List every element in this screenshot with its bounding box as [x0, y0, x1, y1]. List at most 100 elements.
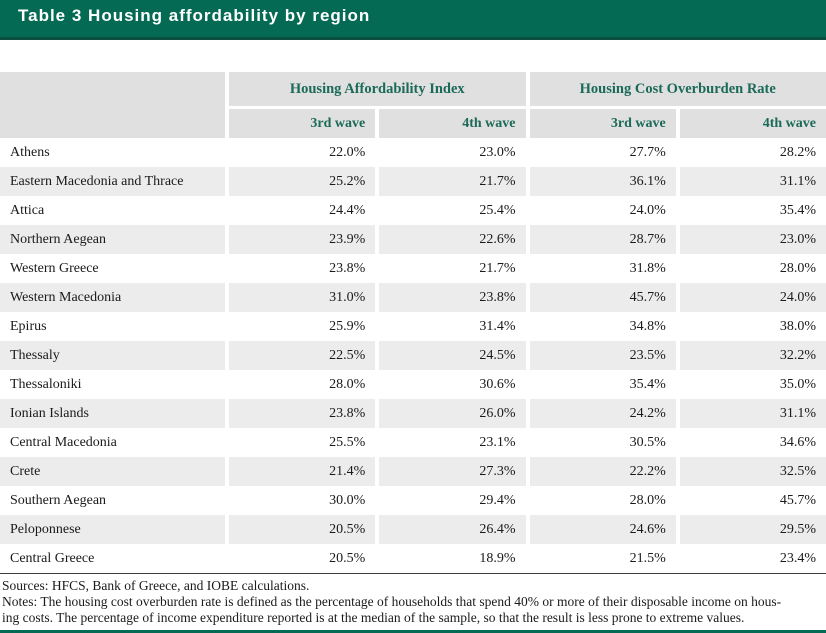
table-body: Athens 22.0% 23.0% 27.7% 28.2% Eastern M…: [0, 138, 826, 573]
group-header-affordability: Housing Affordability Index: [229, 72, 526, 106]
value-cell: 24.2%: [529, 399, 676, 428]
value-cell: 26.0%: [379, 399, 526, 428]
value-cell: 24.5%: [379, 341, 526, 370]
value-cell: 18.9%: [479, 550, 516, 566]
region-cell: Southern Aegean: [10, 492, 107, 508]
table-row: Central Greece 20.5% 18.9% 21.5% 23.4%: [0, 544, 826, 573]
region-cell: Thessaly: [0, 341, 225, 370]
value-cell: 34.6%: [779, 434, 816, 450]
title-bar: Table 3 Housing affordability by region: [0, 0, 826, 40]
corner-cell: [0, 72, 225, 138]
table-row: Crete 21.4% 27.3% 22.2% 32.5%: [0, 457, 826, 486]
table-row: Eastern Macedonia and Thrace 25.2% 21.7%…: [0, 167, 826, 196]
value-cell: 28.0%: [329, 376, 366, 392]
value-cell: 25.5%: [329, 434, 366, 450]
value-cell: 31.8%: [629, 260, 666, 276]
value-cell: 35.4%: [629, 376, 666, 392]
value-cell: 30.0%: [329, 492, 366, 508]
value-cell: 30.6%: [479, 376, 516, 392]
value-cell: 22.6%: [379, 225, 526, 254]
table-row: Athens 22.0% 23.0% 27.7% 28.2%: [0, 138, 826, 167]
value-cell: 34.8%: [629, 318, 666, 334]
value-cell: 25.4%: [479, 202, 516, 218]
sources-text: Sources: HFCS, Bank of Greece, and IOBE …: [2, 578, 310, 593]
value-cell: 24.6%: [529, 515, 676, 544]
region-cell: Crete: [0, 457, 225, 486]
data-table: Housing Affordability Index Housing Cost…: [0, 72, 826, 573]
value-cell: 21.4%: [229, 457, 376, 486]
value-cell: 31.1%: [679, 399, 826, 428]
value-cell: 23.1%: [479, 434, 516, 450]
value-cell: 23.4%: [779, 550, 816, 566]
value-cell: 23.8%: [329, 260, 366, 276]
value-cell: 23.9%: [229, 225, 376, 254]
value-cell: 23.8%: [379, 283, 526, 312]
value-cell: 28.0%: [629, 492, 666, 508]
bottom-green-rule: [0, 630, 826, 633]
value-cell: 26.4%: [379, 515, 526, 544]
value-cell: 27.7%: [629, 144, 666, 160]
value-cell: 36.1%: [529, 167, 676, 196]
value-cell: 27.3%: [379, 457, 526, 486]
value-cell: 32.5%: [679, 457, 826, 486]
table-row: Northern Aegean 23.9% 22.6% 28.7% 23.0%: [0, 225, 826, 254]
value-cell: 38.0%: [779, 318, 816, 334]
value-cell: 23.5%: [529, 341, 676, 370]
table-row: Central Macedonia 25.5% 23.1% 30.5% 34.6…: [0, 428, 826, 457]
value-cell: 30.5%: [629, 434, 666, 450]
region-cell: Attica: [10, 202, 45, 218]
subheader-hai-4th-wave: 4th wave: [379, 109, 526, 138]
value-cell: 35.4%: [779, 202, 816, 218]
value-cell: 29.5%: [679, 515, 826, 544]
region-cell: Central Macedonia: [10, 434, 117, 450]
region-cell: Eastern Macedonia and Thrace: [0, 167, 225, 196]
value-cell: 21.7%: [479, 260, 516, 276]
value-cell: 21.5%: [629, 550, 666, 566]
value-cell: 24.4%: [329, 202, 366, 218]
value-cell: 21.7%: [379, 167, 526, 196]
notes-text-line2: ing costs. The percentage of income expe…: [2, 609, 745, 625]
table-row: Ionian Islands 23.8% 26.0% 24.2% 31.1%: [0, 399, 826, 428]
value-cell: 25.2%: [229, 167, 376, 196]
value-cell: 23.8%: [229, 399, 376, 428]
value-cell: 24.0%: [629, 202, 666, 218]
subheader-hcor-3rd-wave: 3rd wave: [529, 109, 676, 138]
value-cell: 28.0%: [779, 260, 816, 276]
region-cell: Ionian Islands: [0, 399, 225, 428]
value-cell: 31.1%: [679, 167, 826, 196]
value-cell: 20.5%: [329, 550, 366, 566]
table-header: Housing Affordability Index Housing Cost…: [0, 72, 826, 138]
value-cell: 28.7%: [529, 225, 676, 254]
region-cell: Western Greece: [10, 260, 99, 276]
notes-text-line1: Notes: The housing cost overburden rate …: [2, 594, 782, 609]
region-cell: Thessaloniki: [10, 376, 82, 392]
value-cell: 29.4%: [479, 492, 516, 508]
value-cell: 22.5%: [229, 341, 376, 370]
value-cell: 23.0%: [479, 144, 516, 160]
region-cell: Western Macedonia: [0, 283, 225, 312]
table-row: Thessaloniki 28.0% 30.6% 35.4% 35.0%: [0, 370, 826, 399]
region-cell: Central Greece: [10, 550, 95, 566]
spacer: [0, 40, 826, 72]
table-footer: Sources: HFCS, Bank of Greece, and IOBE …: [0, 573, 826, 633]
subheader-hcor-4th-wave: 4th wave: [679, 109, 826, 138]
table-row: Thessaly 22.5% 24.5% 23.5% 32.2%: [0, 341, 826, 370]
table-row: Attica 24.4% 25.4% 24.0% 35.4%: [0, 196, 826, 225]
value-cell: 45.7%: [529, 283, 676, 312]
value-cell: 28.2%: [779, 144, 816, 160]
value-cell: 23.0%: [679, 225, 826, 254]
value-cell: 45.7%: [779, 492, 816, 508]
value-cell: 32.2%: [679, 341, 826, 370]
group-header-overburden: Housing Cost Overburden Rate: [529, 72, 826, 106]
value-cell: 25.9%: [329, 318, 366, 334]
value-cell: 31.0%: [229, 283, 376, 312]
value-cell: 20.5%: [229, 515, 376, 544]
table-title: Table 3 Housing affordability by region: [18, 5, 371, 25]
subheader-hai-3rd-wave: 3rd wave: [229, 109, 376, 138]
table-row: Western Greece 23.8% 21.7% 31.8% 28.0%: [0, 254, 826, 283]
value-cell: 22.2%: [529, 457, 676, 486]
value-cell: 24.0%: [679, 283, 826, 312]
region-cell: Athens: [10, 144, 50, 160]
region-cell: Northern Aegean: [0, 225, 225, 254]
